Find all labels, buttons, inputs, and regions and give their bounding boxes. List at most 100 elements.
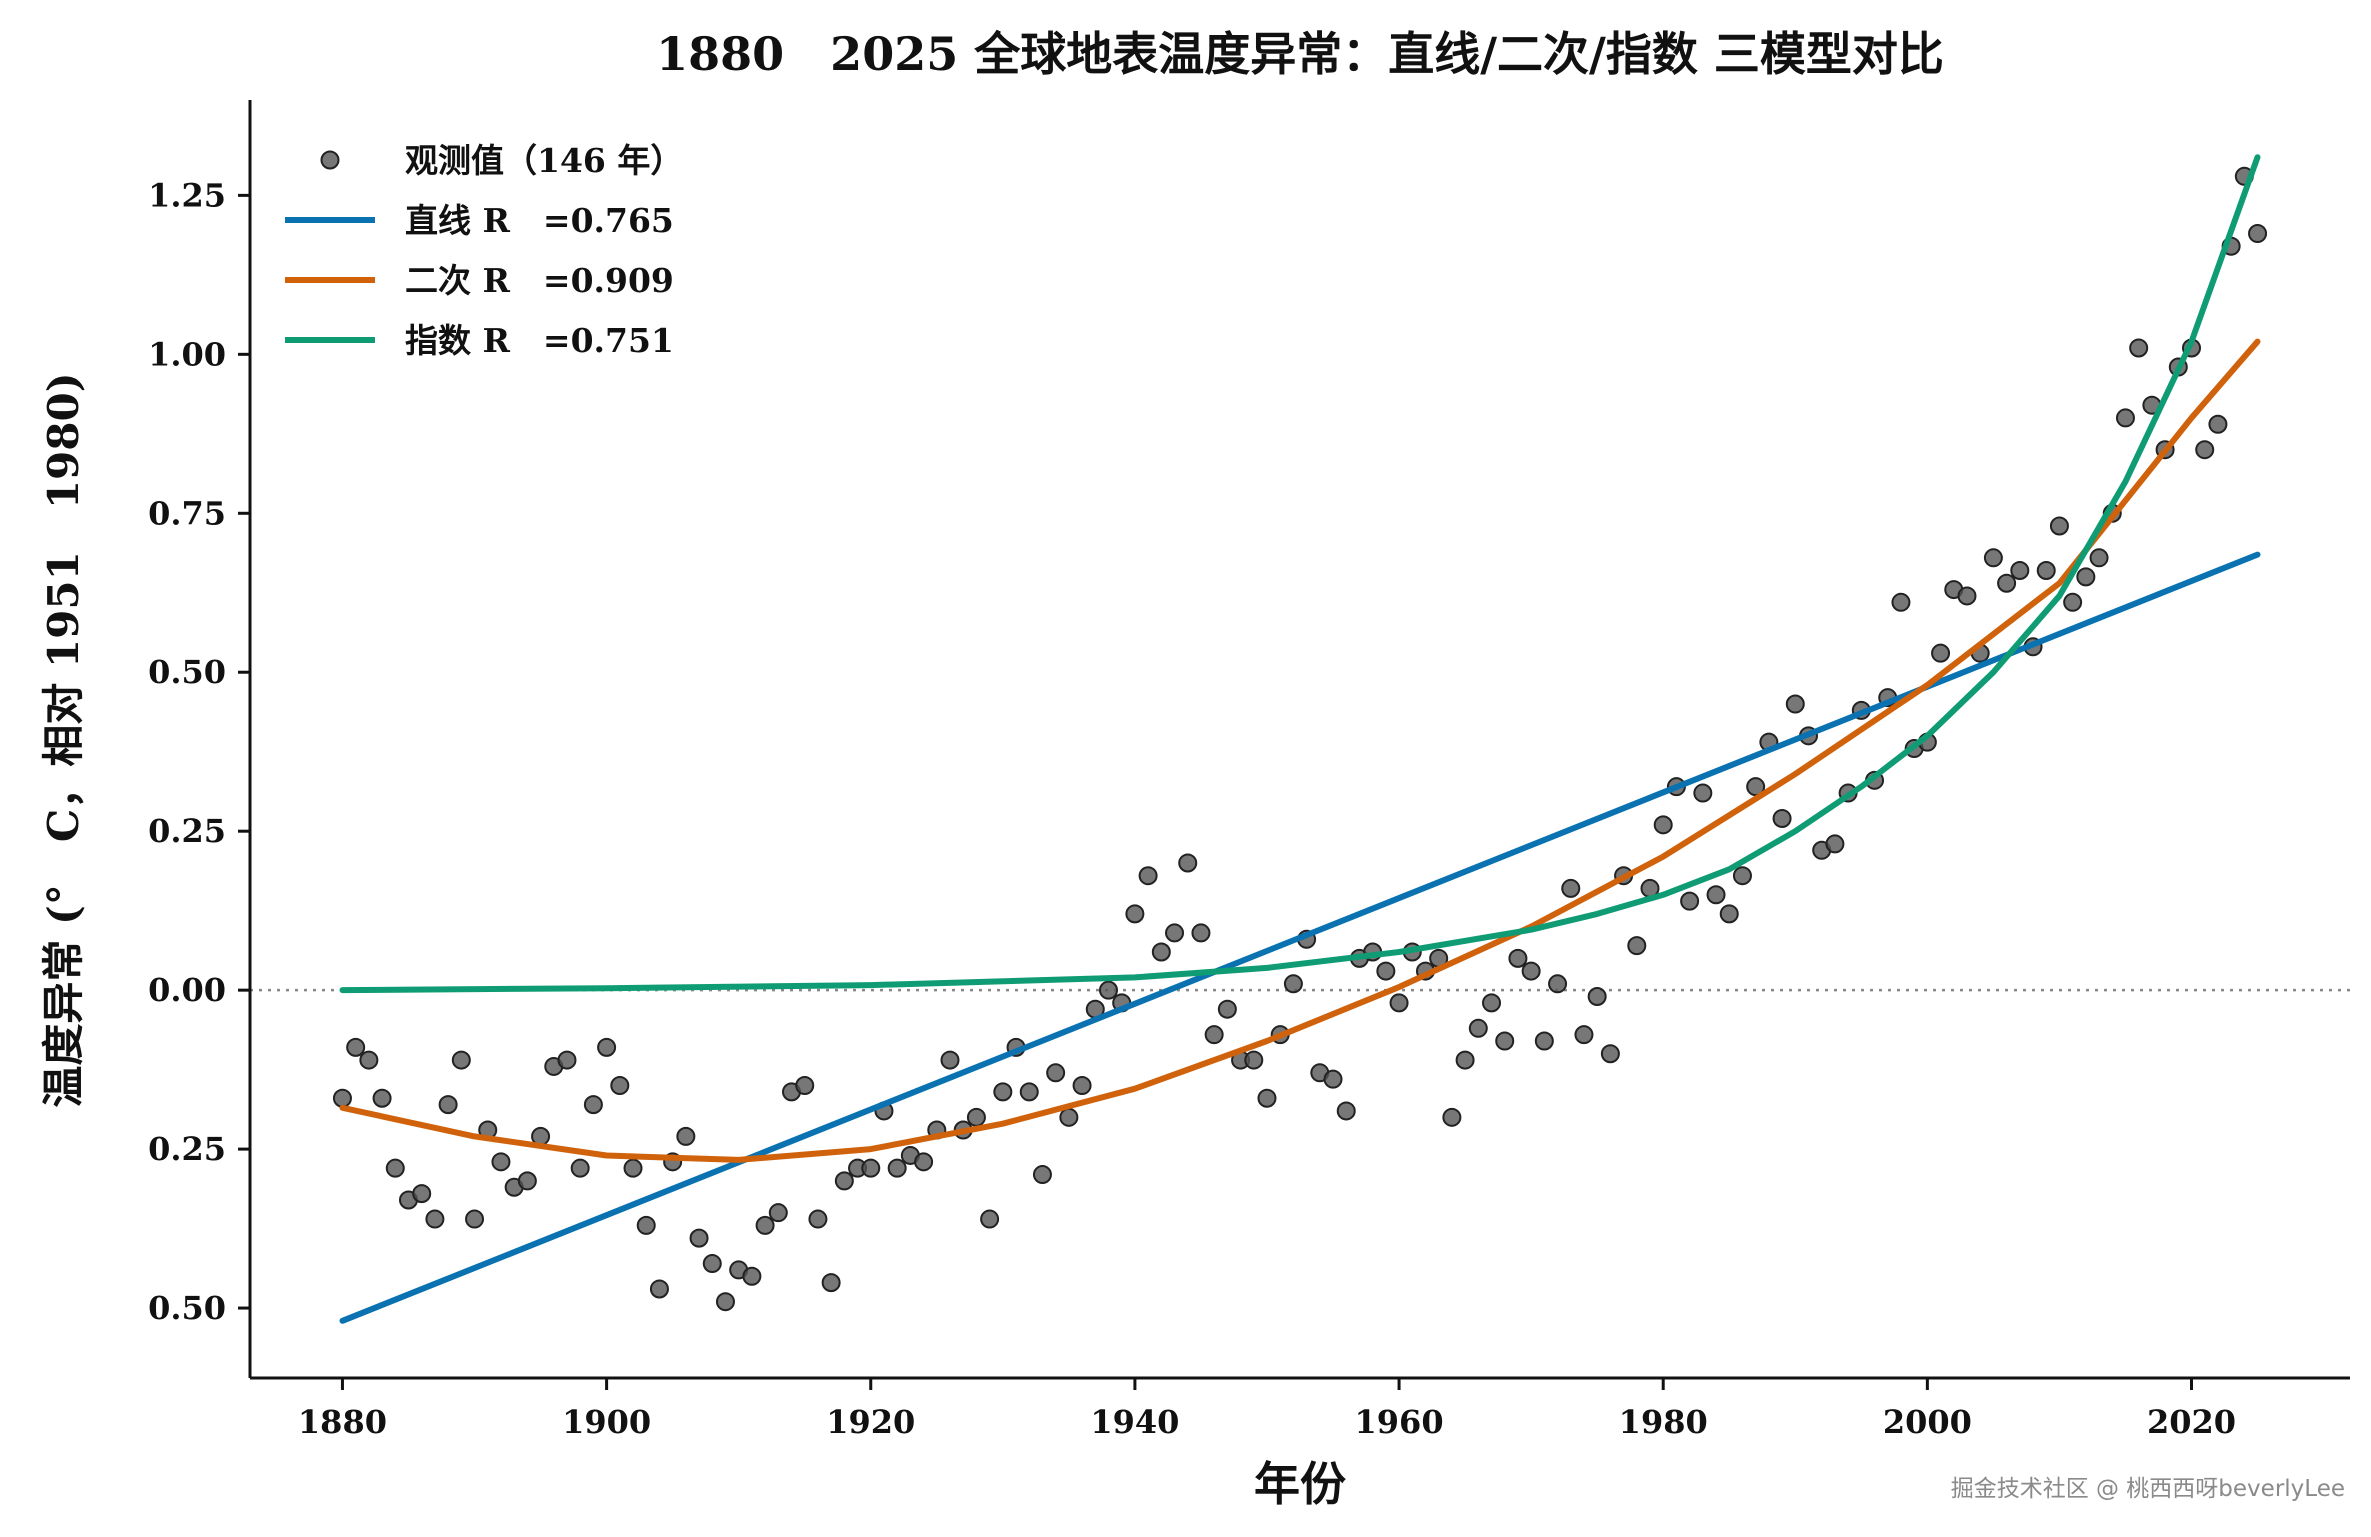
y-tick-label: 1.25 [148,176,226,214]
x-tick-label: 1880 [298,1403,387,1441]
data-point [2115,408,2135,428]
data-point [1891,592,1911,612]
legend-marker [320,150,340,170]
data-point [1442,1107,1462,1127]
data-point [332,1088,352,1108]
data-point [1680,891,1700,911]
data-point [1548,974,1568,994]
data-point [1521,961,1541,981]
data-point [993,1082,1013,1102]
data-point [2076,567,2096,587]
data-point [715,1292,735,1312]
data-point [1178,853,1198,873]
data-point [940,1050,960,1070]
data-point [2208,414,2228,434]
data-point [1587,987,1607,1007]
data-point [1032,1165,1052,1185]
y-tick-label: 0.75 [148,494,226,532]
data-point [768,1203,788,1223]
y-tick-label: 0.50 [148,1289,226,1327]
data-point [1455,1050,1475,1070]
x-axis-label: 年份 [1254,1457,1346,1511]
data-point [2010,561,2030,581]
data-point [702,1254,722,1274]
data-point [636,1215,656,1235]
data-point [795,1076,815,1096]
data-point [1706,885,1726,905]
data-point [1125,904,1145,924]
x-tick-label: 2000 [1883,1403,1972,1441]
data-point [2036,561,2056,581]
data-point [359,1050,379,1070]
y-tick-label: 0.25 [148,1130,226,1168]
data-point [1217,999,1237,1019]
data-point [1495,1031,1515,1051]
data-point [821,1273,841,1293]
data-point [1931,643,1951,663]
data-point [2063,592,2083,612]
data-point [1138,866,1158,886]
series-line [339,551,2261,1324]
data-point [451,1050,471,1070]
data-point [583,1095,603,1115]
x-tick-label: 2020 [2147,1403,2236,1441]
legend: 观测值（146 年） 直线 R =0.765 二次 R =0.909 指数 R =0.… [285,141,683,360]
data-point [1785,694,1805,714]
data-point [1732,866,1752,886]
data-point [610,1076,630,1096]
data-point [2129,338,2149,358]
data-point [1191,923,1211,943]
data-point [1283,974,1303,994]
data-point [887,1158,907,1178]
data-point [491,1152,511,1172]
data-point [1336,1101,1356,1121]
data-point [1746,777,1766,797]
data-point [1561,878,1581,898]
data-point [980,1209,1000,1229]
legend-label: 直线 R =0.765 [405,201,674,240]
data-point [1508,948,1528,968]
data-point [755,1215,775,1235]
data-point [1653,815,1673,835]
y-tick-label: 0.50 [148,653,226,691]
series-line [339,338,2261,1163]
legend-label: 二次 R =0.909 [405,261,674,300]
data-point [425,1209,445,1229]
data-point [1719,904,1739,924]
data-point [1376,961,1396,981]
data-point [438,1095,458,1115]
data-point [1098,980,1118,1000]
data-point [1627,936,1647,956]
x-tick-label: 1960 [1355,1403,1444,1441]
data-point [1389,993,1409,1013]
data-point [623,1158,643,1178]
data-point [1534,1031,1554,1051]
data-point [1019,1082,1039,1102]
data-point [2089,548,2109,568]
data-point [1825,834,1845,854]
x-tick-label: 1920 [826,1403,915,1441]
data-point [1257,1088,1277,1108]
series-line [339,154,2261,994]
data-point [1957,586,1977,606]
y-tick-label: 0.25 [148,812,226,850]
data-point [1072,1076,1092,1096]
data-point [1323,1069,1343,1089]
data-point [1600,1044,1620,1064]
x-tick-label: 1900 [562,1403,651,1441]
x-tick-label: 1980 [1619,1403,1708,1441]
data-point [2049,516,2069,536]
data-point [2248,224,2268,244]
data-point [1772,808,1792,828]
data-point [372,1088,392,1108]
data-point [1059,1107,1079,1127]
chart-title: 1880 2025 全球地表温度异常：直线/二次/指数 三模型对比 [656,27,1944,81]
data-point [1046,1063,1066,1083]
data-point [914,1152,934,1172]
data-point [649,1279,669,1299]
data-point [597,1037,617,1057]
data-point [465,1209,485,1229]
data-point [1997,573,2017,593]
x-tick-label: 1940 [1090,1403,1179,1441]
